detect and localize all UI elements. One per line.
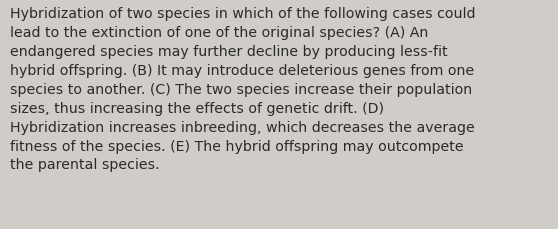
Text: Hybridization of two species in which of the following cases could
lead to the e: Hybridization of two species in which of… xyxy=(10,7,475,172)
